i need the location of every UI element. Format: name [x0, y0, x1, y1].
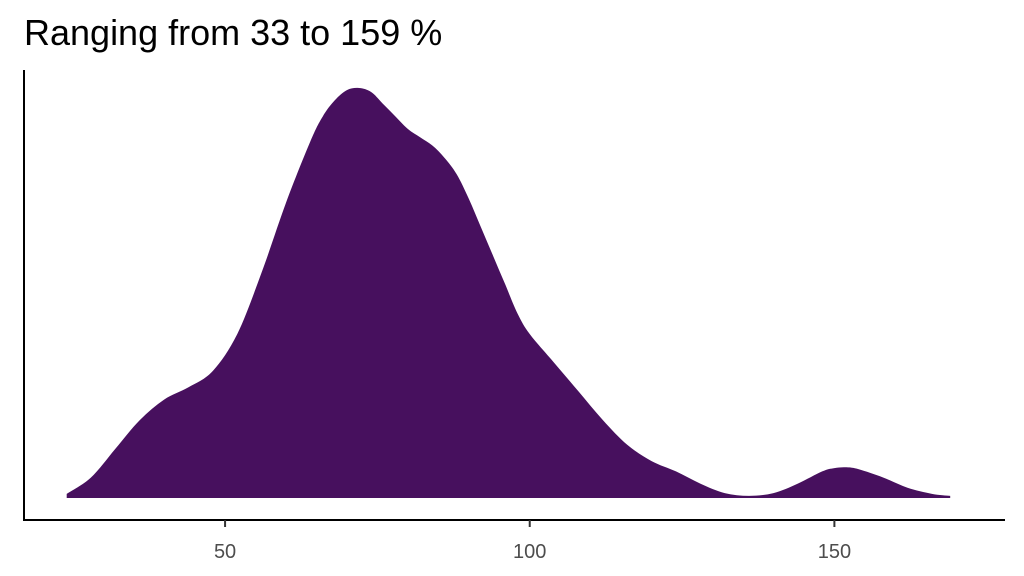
density-area-series-0: [66, 87, 951, 498]
density-area-layer: [66, 87, 951, 498]
x-tick-label-150: 150: [818, 541, 851, 563]
x-tick-layer: 50 100 150: [214, 520, 851, 563]
x-tick-label-100: 100: [513, 541, 546, 563]
chart-title: Ranging from 33 to 159 %: [24, 12, 442, 53]
x-tick-label-50: 50: [214, 541, 236, 563]
